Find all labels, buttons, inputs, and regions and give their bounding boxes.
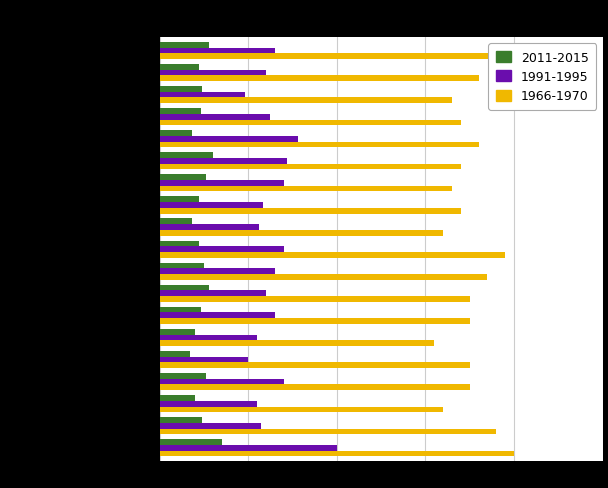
Bar [160,230,443,236]
Bar [160,159,288,164]
Bar [160,252,505,258]
Bar [160,153,213,159]
Bar [160,164,461,170]
Bar [160,87,202,93]
Bar [160,429,496,434]
Bar [160,401,257,407]
Bar [160,417,202,423]
Bar [160,373,206,379]
Bar [160,70,266,76]
Bar [160,98,452,104]
Bar [160,197,199,203]
Bar [160,307,201,313]
Bar [160,115,270,120]
Bar [160,93,245,98]
Bar [160,48,275,54]
Bar [160,54,496,60]
Bar [160,42,210,48]
Bar [160,313,275,319]
Bar [160,131,192,137]
Bar [160,76,478,82]
Bar [160,137,298,142]
Bar [160,142,478,148]
Bar [160,297,470,302]
Bar [160,203,263,208]
Bar [160,439,222,445]
Bar [160,181,284,186]
Bar [160,395,195,401]
Legend: 2011-2015, 1991-1995, 1966-1970: 2011-2015, 1991-1995, 1966-1970 [488,44,596,111]
Bar [160,224,259,230]
Bar [160,319,470,325]
Bar [160,65,199,70]
Bar [160,407,443,412]
Bar [160,291,266,297]
Bar [160,363,470,368]
Bar [160,335,257,341]
Bar [160,269,275,275]
Bar [160,351,190,357]
Bar [160,385,470,390]
Bar [160,451,514,457]
Bar [160,329,195,335]
Bar [160,219,192,224]
Bar [160,379,284,385]
Bar [160,247,284,252]
Bar [160,186,452,192]
Bar [160,241,199,247]
Bar [160,120,461,126]
Bar [160,263,204,269]
Bar [160,285,210,291]
Bar [160,423,261,429]
Bar [160,275,488,280]
Bar [160,445,337,451]
Bar [160,208,461,214]
Bar [160,357,249,363]
Bar [160,341,434,346]
Bar [160,109,201,115]
Bar [160,175,206,181]
